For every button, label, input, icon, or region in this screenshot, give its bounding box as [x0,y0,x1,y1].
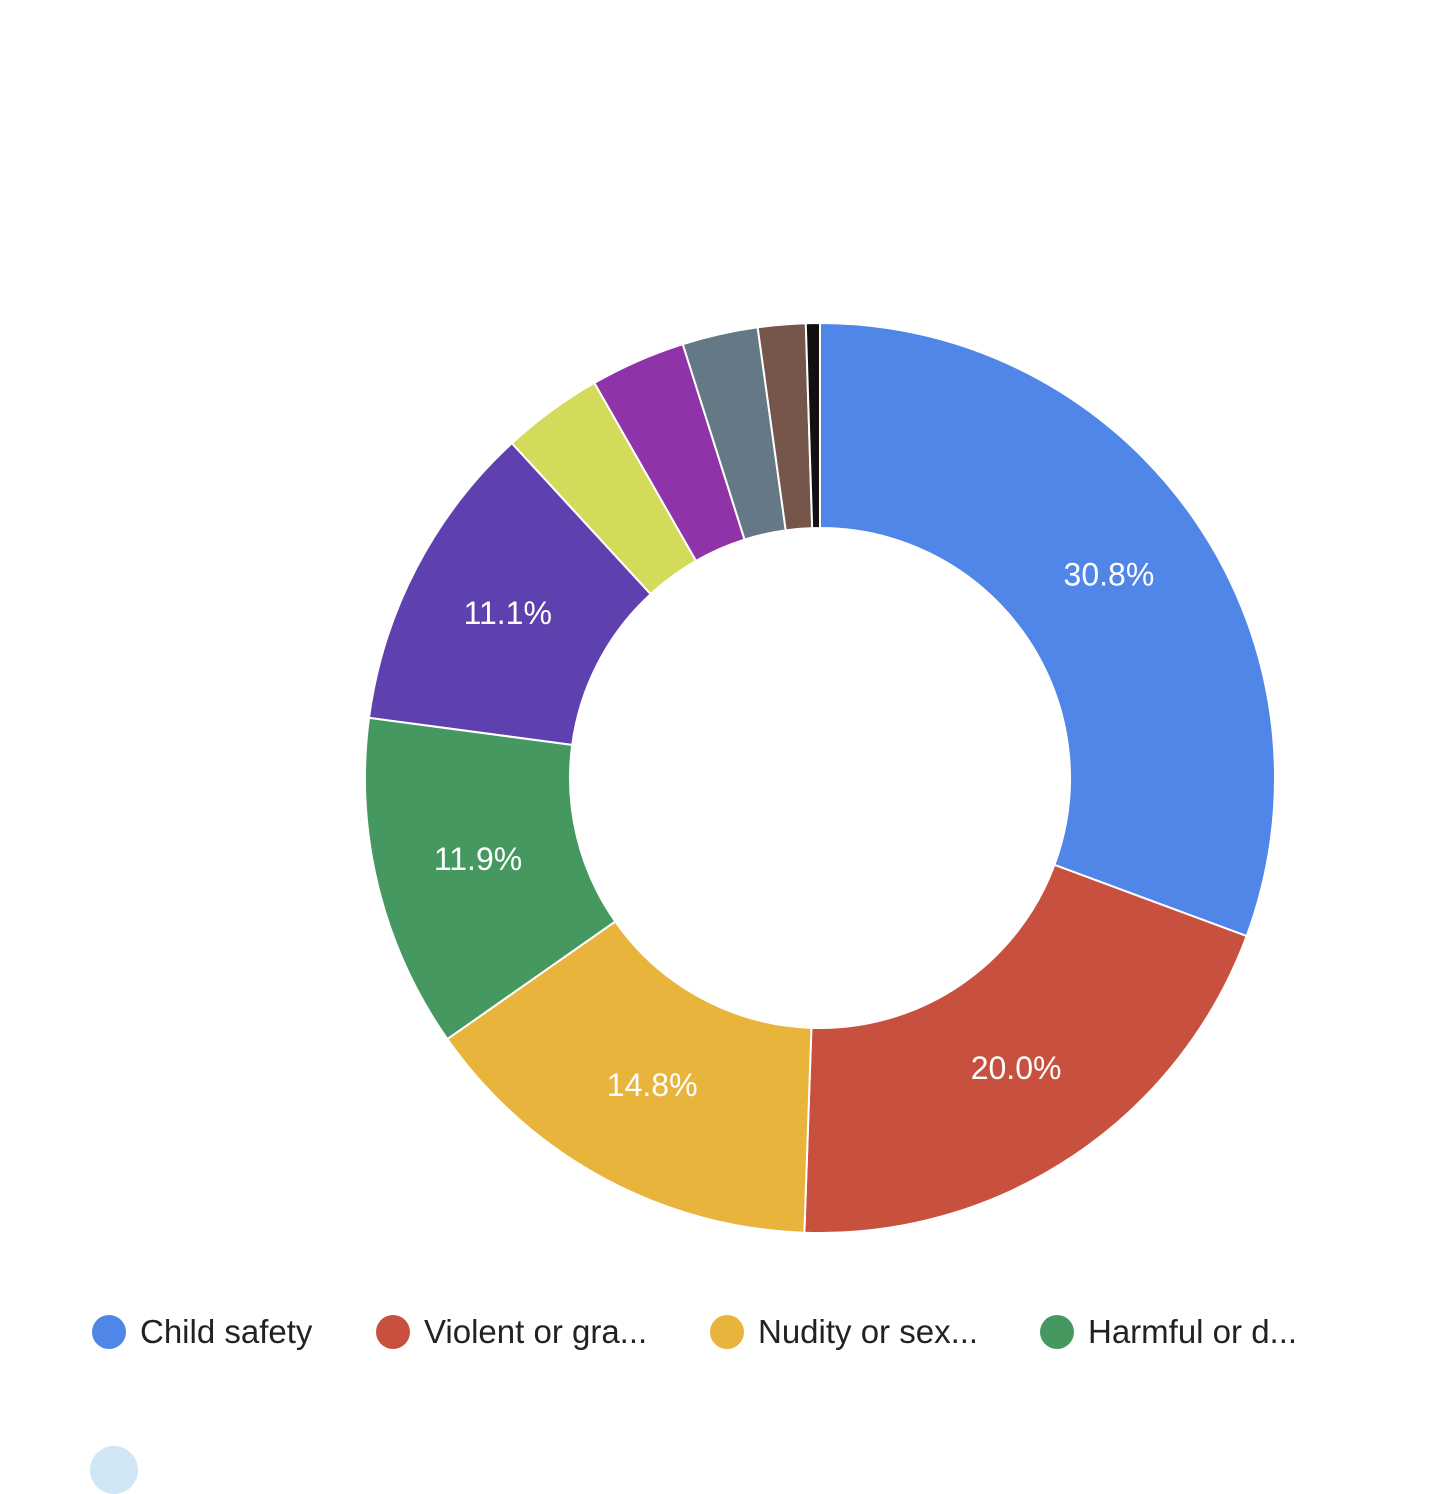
partial-circle-button[interactable] [90,1446,138,1494]
donut-chart: 30.8% 20.0% 14.8% 11.9% 11.1% [364,321,1276,1234]
donut-data-label-1: 30.8% [1064,556,1155,592]
legend-item-nudity-or-sexual[interactable]: Nudity or sex... [710,1310,978,1354]
donut-data-label-4: 11.9% [434,841,522,877]
donut-slice-1[interactable] [819,321,1276,938]
legend-item-violent-or-graphic[interactable]: Violent or gra... [376,1310,647,1354]
donut-slice-10[interactable] [804,321,821,530]
legend-swatch-nudity-or-sexual [710,1315,744,1349]
legend-item-harmful-or-dangerous[interactable]: Harmful or d... [1040,1310,1297,1354]
legend-swatch-child-safety [92,1315,126,1349]
donut-data-label-2: 20.0% [971,1050,1062,1086]
donut-slice-2[interactable] [803,863,1248,1234]
donut-data-labels: 30.8% 20.0% 14.8% 11.9% 11.1% [434,556,1154,1102]
donut-slice-4[interactable] [364,716,617,1041]
legend-label-harmful-or-dangerous: Harmful or d... [1088,1313,1298,1350]
legend-label-nudity-or-sexual: Nudity or sex... [758,1313,979,1350]
donut-slices [364,321,1276,1234]
legend-label-child-safety: Child safety [140,1313,313,1350]
legend-swatch-harmful-or-dangerous [1040,1315,1074,1349]
donut-data-label-5: 11.1% [464,595,552,631]
legend-item-child-safety[interactable]: Child safety [92,1310,312,1354]
donut-data-label-3: 14.8% [607,1067,698,1103]
donut-slice-3[interactable] [445,920,813,1234]
legend-label-violent-or-graphic: Violent or gra... [424,1313,648,1350]
legend-swatch-violent-or-graphic [376,1315,410,1349]
